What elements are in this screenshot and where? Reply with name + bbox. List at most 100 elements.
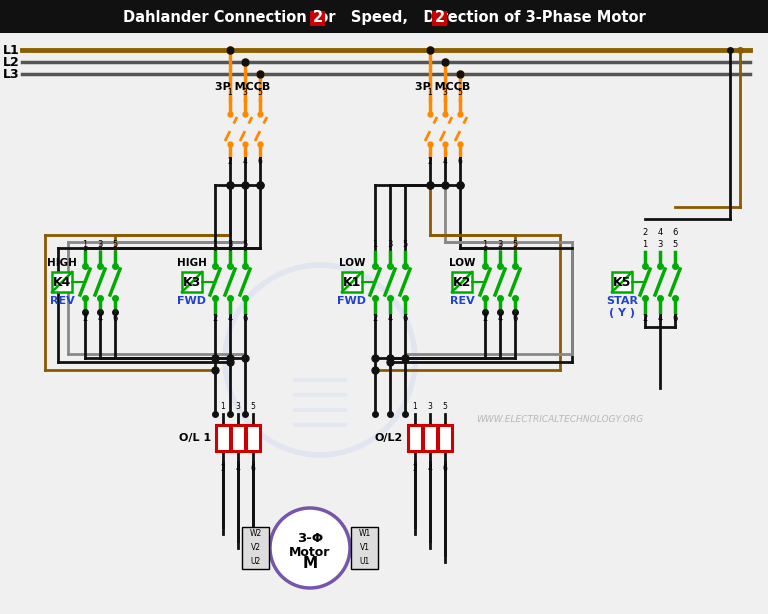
Text: 6: 6 bbox=[257, 157, 263, 166]
Text: 3: 3 bbox=[657, 240, 663, 249]
Text: W2: W2 bbox=[250, 529, 262, 538]
Text: 6: 6 bbox=[112, 314, 118, 323]
Text: 2: 2 bbox=[213, 314, 217, 323]
Text: 1: 1 bbox=[220, 402, 225, 411]
Text: K4: K4 bbox=[53, 276, 71, 289]
Text: 2: 2 bbox=[313, 10, 323, 25]
Bar bbox=[612, 272, 632, 292]
Text: 2: 2 bbox=[435, 10, 445, 25]
Text: 3-Φ: 3-Φ bbox=[297, 532, 323, 545]
Text: 2: 2 bbox=[642, 228, 647, 237]
Text: LOW: LOW bbox=[449, 258, 475, 268]
Text: 4: 4 bbox=[442, 157, 448, 166]
Text: M: M bbox=[303, 556, 317, 572]
Text: 6: 6 bbox=[243, 314, 248, 323]
Text: W1: W1 bbox=[359, 529, 371, 538]
Text: 4: 4 bbox=[498, 314, 502, 323]
Text: REV: REV bbox=[449, 296, 475, 306]
Text: 2: 2 bbox=[642, 314, 647, 323]
Text: 1: 1 bbox=[482, 240, 488, 249]
Bar bbox=[452, 272, 472, 292]
Text: 2: 2 bbox=[428, 157, 432, 166]
Text: Dahlander Connection for   Speed,   Direction of 3-Phase Motor: Dahlander Connection for Speed, Directio… bbox=[123, 10, 645, 25]
Text: 2: 2 bbox=[220, 464, 225, 473]
Bar bbox=[351, 527, 378, 569]
Text: K3: K3 bbox=[183, 276, 201, 289]
Text: 3: 3 bbox=[243, 88, 247, 97]
Text: FWD: FWD bbox=[337, 296, 366, 306]
Text: 4: 4 bbox=[236, 464, 240, 473]
Text: V1: V1 bbox=[359, 543, 369, 553]
Text: 2: 2 bbox=[82, 314, 88, 323]
Text: V2: V2 bbox=[250, 543, 260, 553]
Text: 4: 4 bbox=[657, 228, 663, 237]
Text: 6: 6 bbox=[672, 228, 677, 237]
Text: 3: 3 bbox=[98, 240, 103, 249]
Text: 4: 4 bbox=[387, 314, 392, 323]
Text: O/L 1: O/L 1 bbox=[179, 433, 211, 443]
Text: 1: 1 bbox=[227, 88, 233, 97]
Bar bbox=[52, 272, 72, 292]
Text: L3: L3 bbox=[3, 68, 20, 80]
Text: Motor: Motor bbox=[290, 545, 331, 559]
Text: 5: 5 bbox=[243, 240, 247, 249]
Text: 6: 6 bbox=[402, 314, 408, 323]
Text: 2: 2 bbox=[412, 464, 417, 473]
Text: STAR
( Y ): STAR ( Y ) bbox=[606, 296, 638, 317]
Text: 5: 5 bbox=[512, 240, 518, 249]
Text: 6: 6 bbox=[512, 314, 518, 323]
Text: 2: 2 bbox=[227, 157, 233, 166]
Text: 6: 6 bbox=[442, 464, 448, 473]
Text: K1: K1 bbox=[343, 276, 361, 289]
Text: 4: 4 bbox=[227, 314, 233, 323]
Text: 3: 3 bbox=[442, 88, 448, 97]
Bar bbox=[246, 425, 260, 451]
Text: WWW.ELECTRICALTECHNOLOGY.ORG: WWW.ELECTRICALTECHNOLOGY.ORG bbox=[476, 416, 644, 424]
Bar bbox=[438, 425, 452, 451]
Text: 4: 4 bbox=[243, 157, 247, 166]
Text: 2: 2 bbox=[372, 314, 378, 323]
Bar bbox=[342, 272, 362, 292]
Text: 3: 3 bbox=[387, 240, 392, 249]
Text: 4: 4 bbox=[657, 314, 663, 323]
Text: 6: 6 bbox=[458, 157, 462, 166]
Text: K2: K2 bbox=[453, 276, 472, 289]
Text: HIGH: HIGH bbox=[177, 258, 207, 268]
Text: U1: U1 bbox=[359, 558, 369, 567]
Text: 1: 1 bbox=[412, 402, 417, 411]
Text: 5: 5 bbox=[112, 240, 118, 249]
Bar bbox=[216, 425, 230, 451]
Bar bbox=[408, 425, 422, 451]
Bar bbox=[310, 10, 325, 26]
Bar bbox=[0, 0, 768, 33]
Text: 3P MCCB: 3P MCCB bbox=[415, 82, 471, 92]
Text: 3P MCCB: 3P MCCB bbox=[215, 82, 270, 92]
Text: L1: L1 bbox=[3, 44, 20, 56]
Bar bbox=[423, 425, 437, 451]
Text: 1: 1 bbox=[213, 240, 217, 249]
Text: 5: 5 bbox=[442, 402, 448, 411]
Circle shape bbox=[270, 508, 350, 588]
Bar bbox=[182, 272, 202, 292]
Bar bbox=[242, 527, 269, 569]
Text: 6: 6 bbox=[672, 314, 677, 323]
Text: L2: L2 bbox=[3, 55, 20, 69]
Text: LOW: LOW bbox=[339, 258, 366, 268]
Text: 5: 5 bbox=[257, 88, 263, 97]
Text: 4: 4 bbox=[98, 314, 103, 323]
Bar bbox=[432, 10, 447, 26]
Text: 1: 1 bbox=[82, 240, 88, 249]
Text: U2: U2 bbox=[250, 558, 260, 567]
Text: O/L2: O/L2 bbox=[375, 433, 403, 443]
Text: REV: REV bbox=[50, 296, 74, 306]
Text: K5: K5 bbox=[613, 276, 631, 289]
Text: 5: 5 bbox=[402, 240, 408, 249]
Text: 1: 1 bbox=[372, 240, 378, 249]
Text: 3: 3 bbox=[227, 240, 233, 249]
Text: 3: 3 bbox=[498, 240, 503, 249]
Text: 5: 5 bbox=[672, 240, 677, 249]
Text: 5: 5 bbox=[458, 88, 462, 97]
Text: 3: 3 bbox=[428, 402, 432, 411]
Text: 4: 4 bbox=[428, 464, 432, 473]
Text: 5: 5 bbox=[250, 402, 256, 411]
